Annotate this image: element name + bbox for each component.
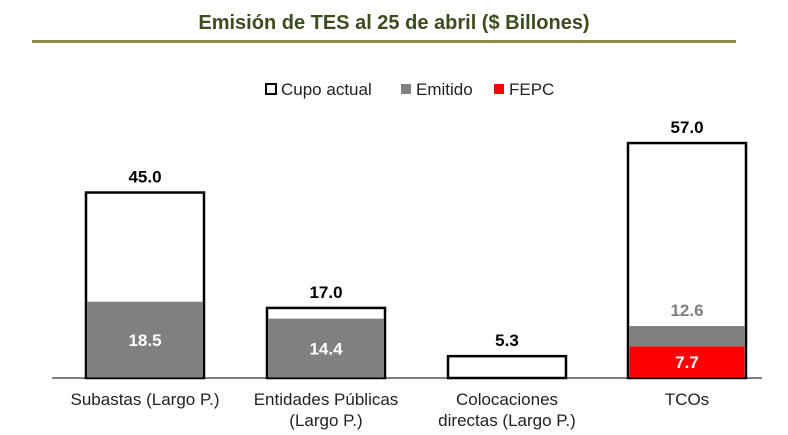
- emitido-value-label-3: 12.6: [670, 301, 703, 320]
- bar-fepc-3: [629, 346, 745, 378]
- bar-cupo-2: [446, 354, 568, 380]
- legend-swatch-0: [265, 83, 277, 95]
- total-value-label-1: 17.0: [309, 283, 342, 302]
- total-value-label-0: 45.0: [128, 168, 161, 187]
- bars-group: [84, 141, 748, 380]
- bar-emitido-3: [629, 326, 745, 347]
- category-label-2-0: Colocaciones: [456, 390, 558, 409]
- emitido-value-label-0: 18.5: [128, 331, 161, 350]
- legend: Cupo actual Emitido FEPC: [265, 80, 554, 99]
- bar-emitido-1: [268, 318, 384, 378]
- category-label-2-1: directas (Largo P.): [438, 411, 576, 430]
- total-value-label-3: 57.0: [670, 118, 703, 137]
- legend-swatch-2: [494, 84, 504, 94]
- title-underline: [32, 40, 736, 43]
- labels-group: 45.0 18.5 Subastas (Largo P.) 17.0 14.4 Entid…: [71, 118, 710, 430]
- category-label-0-0: Subastas (Largo P.): [71, 390, 220, 409]
- chart-title: Emisión de TES al 25 de abril ($ Billone…: [198, 12, 590, 34]
- legend-label-0: Cupo actual: [281, 80, 372, 99]
- legend-label-1: Emitido: [416, 80, 473, 99]
- legend-swatch-1: [401, 84, 411, 94]
- category-label-3-0: TCOs: [665, 390, 709, 409]
- category-label-1-0: Entidades Públicas: [254, 390, 399, 409]
- bar-emitido-0: [87, 301, 203, 378]
- emitido-value-label-1: 14.4: [309, 339, 343, 358]
- legend-label-2: FEPC: [509, 80, 554, 99]
- category-label-1-1: (Largo P.): [289, 411, 362, 430]
- fepc-value-label-3: 7.7: [675, 353, 699, 372]
- total-value-label-2: 5.3: [495, 331, 519, 350]
